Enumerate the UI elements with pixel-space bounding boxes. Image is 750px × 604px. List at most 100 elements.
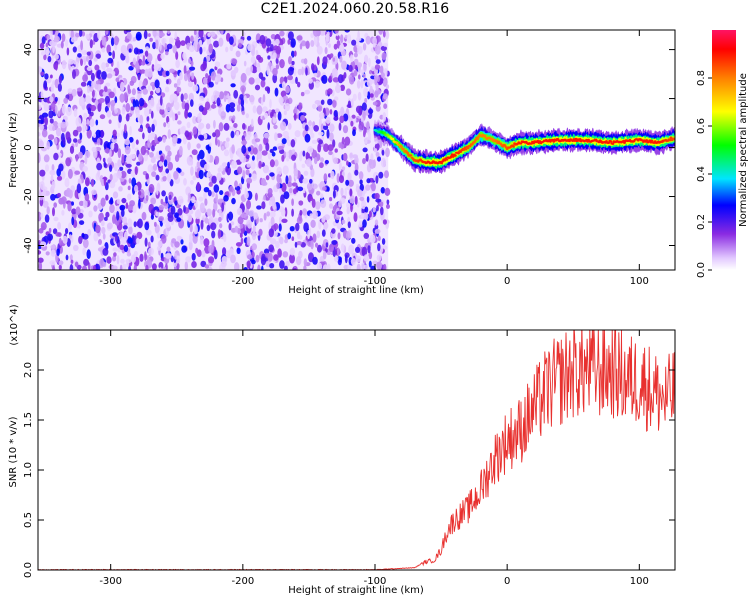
noise-speckle (382, 112, 387, 122)
noise-speckle (243, 60, 247, 67)
noise-speckle (93, 205, 98, 212)
noise-speckle (109, 173, 113, 181)
noise-speckle (355, 255, 361, 263)
noise-speckle (277, 145, 284, 150)
noise-speckle (340, 243, 345, 252)
noise-speckle (174, 200, 178, 206)
noise-speckle (138, 198, 141, 209)
noise-speckle (239, 152, 244, 163)
noise-speckle (268, 228, 274, 238)
noise-speckle (82, 247, 86, 256)
noise-speckle (248, 209, 255, 217)
noise-speckle (313, 124, 320, 132)
noise-speckle (167, 161, 173, 171)
noise-speckle (281, 81, 286, 90)
noise-speckle (50, 102, 56, 111)
noise-speckle (58, 75, 63, 84)
noise-speckle (297, 81, 301, 88)
noise-speckle (326, 30, 332, 33)
noise-speckle (119, 166, 124, 171)
noise-speckle (133, 47, 139, 55)
noise-speckle (284, 102, 291, 112)
noise-speckle (65, 39, 69, 47)
noise-speckle (348, 64, 353, 72)
noise-speckle (219, 190, 224, 196)
noise-speckle (379, 65, 384, 74)
noise-speckle (158, 216, 165, 222)
noise-speckle (340, 34, 344, 44)
noise-speckle (368, 251, 373, 260)
noise-speckle (82, 238, 89, 249)
noise-speckle (251, 231, 257, 241)
noise-speckle (256, 54, 262, 61)
noise-speckle (125, 155, 132, 165)
noise-speckle (80, 40, 83, 51)
noise-speckle (235, 242, 243, 247)
noise-speckle (259, 218, 263, 223)
x-tick-label: 0 (504, 276, 510, 287)
noise-speckle (210, 222, 217, 231)
noise-speckle (221, 202, 225, 212)
noise-speckle (306, 182, 313, 191)
noise-speckle (54, 96, 58, 102)
noise-speckle (203, 133, 208, 140)
noise-speckle (117, 159, 121, 167)
noise-speckle (167, 121, 171, 128)
noise-speckle (225, 30, 232, 33)
noise-speckle (167, 215, 174, 223)
noise-speckle (140, 69, 146, 74)
noise-speckle (129, 126, 132, 136)
noise-speckle (283, 110, 287, 116)
noise-speckle (382, 30, 386, 38)
noise-speckle (291, 149, 296, 154)
noise-speckle (141, 61, 146, 66)
noise-speckle (127, 185, 131, 191)
noise-speckle (67, 88, 73, 94)
noise-speckle (361, 200, 367, 210)
noise-speckle (335, 84, 341, 94)
noise-speckle (121, 107, 126, 115)
noise-speckle (187, 192, 191, 203)
noise-speckle (150, 157, 156, 164)
noise-speckle (207, 32, 212, 38)
noise-speckle (193, 30, 197, 35)
noise-speckle (141, 211, 147, 221)
y-tick-label: 20 (23, 92, 34, 105)
noise-speckle (269, 210, 276, 218)
noise-speckle (196, 161, 201, 168)
noise-speckle (152, 163, 158, 171)
noise-speckle (239, 94, 244, 100)
x-tick-label: -200 (231, 276, 254, 287)
noise-speckle (189, 233, 194, 243)
noise-speckle (341, 136, 345, 145)
noise-speckle (251, 118, 254, 128)
noise-speckle (232, 115, 236, 121)
noise-speckle (54, 78, 59, 89)
noise-speckle (52, 125, 56, 131)
noise-speckle (361, 102, 367, 111)
noise-speckle (85, 55, 89, 62)
chart-title: C2E1.2024.060.20.58.R16 (260, 1, 450, 17)
noise-speckle (181, 245, 188, 253)
noise-speckle (366, 121, 370, 131)
noise-speckle (344, 136, 351, 146)
noise-speckle (329, 123, 335, 133)
noise-speckle (316, 230, 321, 239)
noise-speckle (374, 64, 381, 70)
noise-speckle (104, 95, 110, 104)
noise-speckle (220, 106, 224, 112)
noise-speckle (186, 121, 191, 129)
noise-speckle (315, 201, 321, 210)
noise-speckle (68, 189, 73, 199)
top-y-axis-label: Frequency (Hz) (8, 112, 19, 188)
x-tick-label: 0 (504, 576, 510, 587)
noise-speckle (204, 163, 210, 170)
noise-speckle (308, 78, 313, 84)
noise-speckle (184, 130, 190, 138)
noise-speckle (340, 187, 344, 197)
noise-speckle (40, 180, 45, 191)
noise-speckle (185, 256, 192, 263)
noise-speckle (300, 40, 307, 47)
noise-speckle (190, 35, 194, 42)
noise-speckle (172, 113, 176, 122)
